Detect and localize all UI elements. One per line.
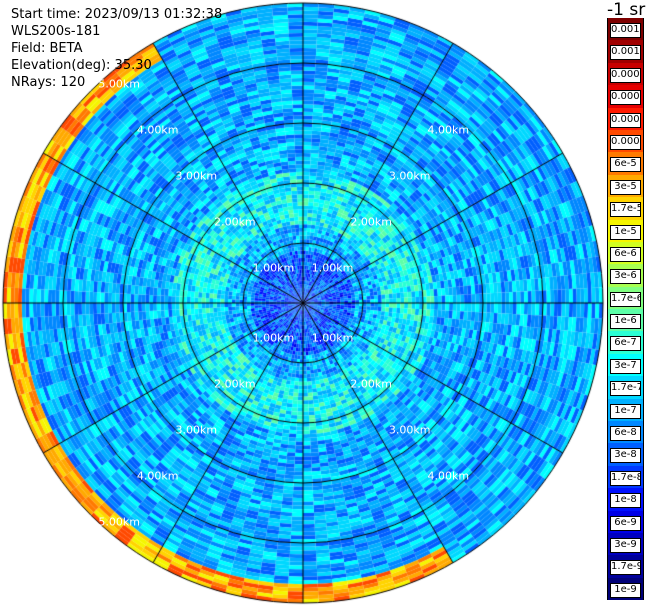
colorbar-cell: 1e-9: [607, 577, 644, 601]
range-label: 2.00km: [350, 215, 392, 229]
colorbar-label: 1.7e-9: [610, 560, 641, 576]
range-label: 4.00km: [427, 469, 470, 483]
colorbar-label: 1.7e-6: [610, 291, 641, 307]
range-label: 1.00km: [311, 331, 354, 345]
field-name: Field: BETA: [11, 41, 83, 56]
colorbar-label: 0.001: [610, 45, 641, 61]
range-label: 1.00km: [311, 261, 354, 275]
range-label: 1.00km: [252, 261, 295, 275]
range-label: 3.00km: [175, 169, 218, 183]
device-name: WLS200s-181: [11, 24, 101, 39]
scan-info: Start time: 2023/09/13 01:32:38 WLS200s-…: [11, 6, 222, 91]
colorbar-cell: 3e-9: [607, 532, 644, 556]
colorbar-label: 1.7e-5: [610, 202, 641, 218]
range-label: 5.00km: [98, 515, 140, 529]
colorbar-cell: 1e-7: [607, 398, 644, 422]
colorbar-label: 6e-6: [610, 246, 641, 262]
colorbar-label: 3e-9: [610, 537, 641, 553]
range-label: 4.00km: [136, 469, 179, 483]
colorbar-label: 3e-7: [610, 358, 641, 374]
colorbar-cell: 3e-7: [607, 353, 644, 377]
colorbar-cell: 1e-5: [607, 219, 644, 242]
start-time: Start time: 2023/09/13 01:32:38: [11, 7, 223, 22]
colorbar-label: 6e-5: [610, 157, 641, 173]
range-label: 3.00km: [388, 423, 431, 437]
elevation: Elevation(deg): 35.30: [11, 58, 152, 73]
colorbar-cell: 6e-8: [607, 421, 644, 444]
range-label: 3.00km: [388, 169, 431, 183]
colorbar-cell: 1.7e-7: [607, 376, 644, 399]
colorbar-label: 0.0001: [610, 134, 641, 150]
colorbar-cell: 6e-5: [607, 152, 644, 175]
colorbar-label: 3e-6: [610, 269, 641, 285]
range-label: 2.00km: [214, 215, 256, 229]
colorbar-cell: 1.7e-6: [607, 286, 644, 310]
range-label: 3.00km: [175, 423, 218, 437]
range-label: 4.00km: [427, 123, 470, 137]
colorbar-cell: 0.00017: [607, 107, 644, 130]
colorbar-cell: 6e-9: [607, 510, 644, 533]
nrays: NRays: 120: [11, 75, 86, 90]
colorbar-cell: 0.0003: [607, 85, 644, 108]
range-label: 4.00km: [136, 123, 179, 137]
colorbar-cell: 6e-7: [607, 331, 644, 354]
colorbar-label: 1.7e-7: [610, 381, 641, 397]
colorbar-cell: 0.001: [607, 40, 644, 63]
colorbar-label: 1e-7: [610, 403, 641, 419]
range-label: 5.00km: [98, 77, 140, 91]
colorbar-cell: 3e-6: [607, 264, 644, 287]
colorbar-label: 6e-7: [610, 336, 641, 352]
colorbar-cell: 1.7e-8: [607, 465, 644, 489]
colorbar-label: 0.00017: [610, 112, 641, 128]
colorbar-label: 1.7e-8: [610, 470, 641, 486]
colorbar-cell: 0.0017: [607, 18, 644, 41]
unit-label: -1 sr: [607, 0, 646, 20]
colorbar-label: 3e-5: [610, 179, 641, 195]
range-label: 2.00km: [214, 377, 256, 391]
colorbar-cell: 3e-5: [607, 174, 644, 198]
colorbar-label: 3e-8: [610, 448, 641, 464]
colorbar-label: 1e-9: [610, 582, 641, 598]
colorbar-cell: 1.7e-9: [607, 555, 644, 578]
colorbar-label: 6e-8: [610, 426, 641, 442]
range-label: 2.00km: [350, 377, 392, 391]
colorbar-label: 1e-8: [610, 493, 641, 509]
colorbar-cell: 3e-8: [607, 443, 644, 466]
colorbar-label: 1e-5: [610, 224, 641, 240]
colorbar-cell: 6e-6: [607, 241, 644, 265]
colorbar-label: 1e-6: [610, 314, 641, 330]
colorbar-cell: 1.7e-5: [607, 197, 644, 220]
colorbar-label: 6e-9: [610, 515, 641, 531]
colorbar-cell: 0.0001: [607, 129, 644, 153]
colorbar-cell: 1e-6: [607, 309, 644, 332]
colorbar-label: 0.0017: [610, 23, 641, 38]
colorbar-label: 0.0003: [610, 90, 641, 106]
range-label: 1.00km: [252, 331, 295, 345]
colorbar-cell: 1e-8: [607, 488, 644, 511]
